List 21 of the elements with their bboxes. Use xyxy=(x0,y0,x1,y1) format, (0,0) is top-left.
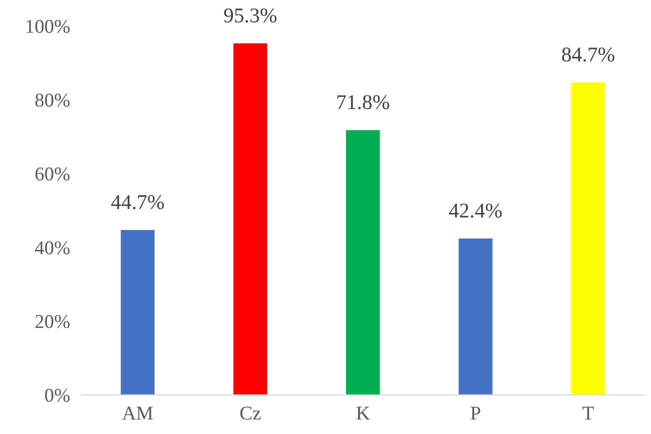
bar xyxy=(346,130,380,395)
data-label: 71.8% xyxy=(337,95,390,110)
data-label: 95.3% xyxy=(224,8,277,23)
data-label: 84.7% xyxy=(562,48,614,62)
bar xyxy=(571,82,606,395)
y-tick-label: 40% xyxy=(35,241,70,254)
y-tick-label: 100% xyxy=(26,20,70,34)
x-tick-label: K xyxy=(356,406,370,420)
x-tick-label: Cz xyxy=(240,406,261,420)
x-tick-label: P xyxy=(470,406,480,420)
y-tick-label: 20% xyxy=(35,314,70,328)
bar xyxy=(458,238,492,395)
bar xyxy=(120,230,155,395)
bar xyxy=(233,43,268,395)
data-label: 42.4% xyxy=(449,204,502,218)
x-tick-label: T xyxy=(582,406,594,420)
y-tick-label: 0% xyxy=(45,388,70,402)
x-tick-label: AM xyxy=(122,406,153,420)
data-label: 44.7% xyxy=(111,195,164,210)
y-tick-label: 80% xyxy=(35,94,70,107)
y-tick-label: 60% xyxy=(35,167,70,181)
